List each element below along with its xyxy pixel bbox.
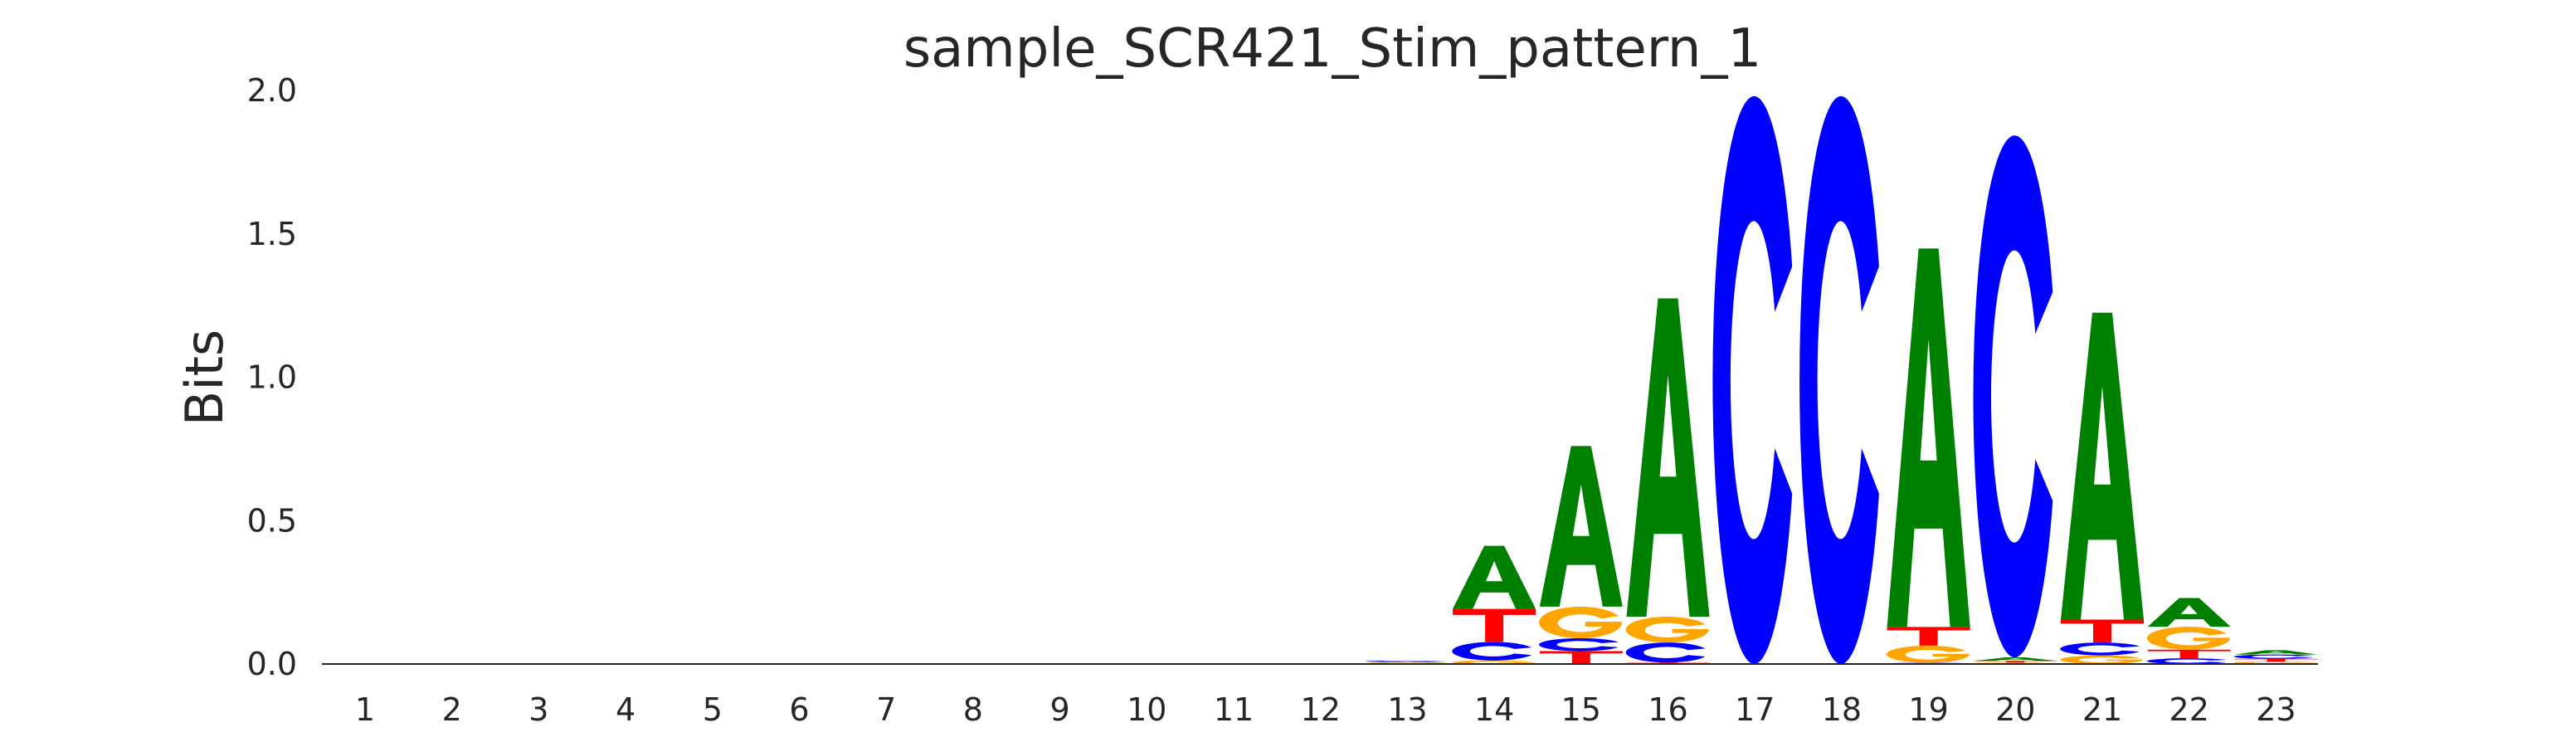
logo-letter-T: [2061, 619, 2144, 643]
logo-letter-T: [1887, 627, 1970, 646]
x-tick-label: 23: [2256, 691, 2296, 728]
x-tick-label: 5: [703, 691, 723, 728]
logo-letter-G: [2146, 627, 2230, 650]
x-tick-label: 21: [2082, 691, 2122, 728]
y-tick-label: 1.0: [247, 359, 297, 396]
y-tick-label: 0.5: [247, 502, 297, 539]
chart-title: sample_SCR421_Stim_pattern_1: [903, 18, 1761, 80]
x-tick-label: 19: [1908, 691, 1948, 728]
x-tick-label: 8: [963, 691, 983, 728]
x-tick-label: 17: [1735, 691, 1775, 728]
x-tick-label: 3: [528, 691, 548, 728]
logo-letter-C: [2146, 658, 2227, 664]
logo-letter-A: [1626, 298, 1710, 617]
y-tick-label: 0.0: [247, 646, 297, 682]
y-tick-label: 2.0: [247, 72, 297, 109]
x-tick-label: 15: [1561, 691, 1601, 728]
logo-letter-G: [2060, 655, 2143, 665]
logo-letter-T: [1539, 651, 1623, 664]
logo-letter-A: [1453, 545, 1536, 609]
logo-letter-T: [2147, 649, 2231, 659]
logo-letter-C: [1365, 660, 1445, 662]
logo-letter-A: [2234, 650, 2318, 655]
logo-letter-G: [1452, 660, 1536, 665]
logo-letter-T: [1453, 608, 1536, 642]
logo-letter-C: [1625, 642, 1706, 663]
x-tick-label: 2: [442, 691, 462, 728]
x-tick-label: 7: [876, 691, 896, 728]
logo-letter-A: [1974, 657, 2057, 662]
logo-letter-G: [1539, 606, 1622, 638]
x-tick-label: 14: [1474, 691, 1514, 728]
logo-letter-G: [1625, 617, 1709, 643]
x-axis-ticks: 1 2 3 4 5 6 7 8 9 10 11 12 13 14 15 16 17 18 19 20 21 22 23: [355, 691, 2296, 728]
logo-letter-C: [1799, 95, 1879, 664]
x-tick-label: 11: [1214, 691, 1254, 728]
x-tick-label: 4: [616, 691, 635, 728]
logo-letter-A: [2147, 598, 2231, 627]
logo-letter-C: [1538, 637, 1619, 652]
x-tick-label: 16: [1648, 691, 1687, 728]
logo-letter-C: [1973, 135, 2053, 658]
y-axis-label: Bits: [174, 330, 235, 426]
logo-letters: [1365, 95, 2318, 665]
x-tick-label: 18: [1822, 691, 1862, 728]
x-tick-label: 1: [355, 691, 375, 728]
logo-letter-A: [1539, 446, 1623, 607]
logo-letter-C: [2233, 654, 2314, 659]
logo-letter-T: [2234, 658, 2318, 662]
logo-letter-A: [2061, 312, 2144, 620]
x-tick-label: 13: [1387, 691, 1427, 728]
logo-letter-G: [1886, 645, 1970, 663]
x-tick-label: 22: [2169, 691, 2209, 728]
logo-letter-C: [2060, 642, 2140, 656]
logo-letter-C: [1712, 95, 1793, 664]
logo-letter-A: [1887, 248, 1970, 627]
x-tick-label: 20: [1995, 691, 2035, 728]
y-tick-label: 1.5: [247, 216, 297, 252]
logo-letter-T: [1974, 661, 2057, 663]
x-tick-label: 10: [1127, 691, 1166, 728]
x-tick-label: 6: [789, 691, 809, 728]
x-tick-label: 12: [1301, 691, 1341, 728]
y-axis-ticks: 0.0 0.5 1.0 1.5 2.0: [247, 72, 297, 682]
logo-letter-C: [1452, 642, 1532, 661]
x-tick-label: 9: [1050, 691, 1070, 728]
